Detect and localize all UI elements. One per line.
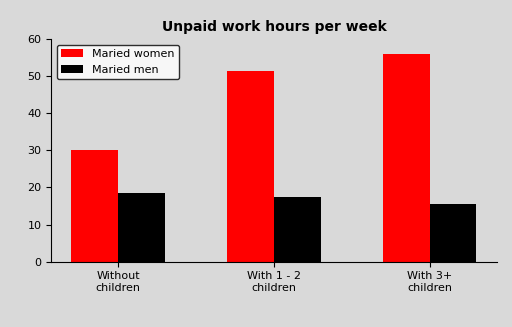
Legend: Maried women, Maried men: Maried women, Maried men <box>57 45 179 79</box>
Title: Unpaid work hours per week: Unpaid work hours per week <box>162 20 386 34</box>
Bar <box>72 150 118 262</box>
Bar <box>227 71 274 262</box>
Bar <box>430 204 476 262</box>
Bar <box>118 193 165 262</box>
Bar <box>274 197 321 262</box>
Bar <box>383 54 430 262</box>
